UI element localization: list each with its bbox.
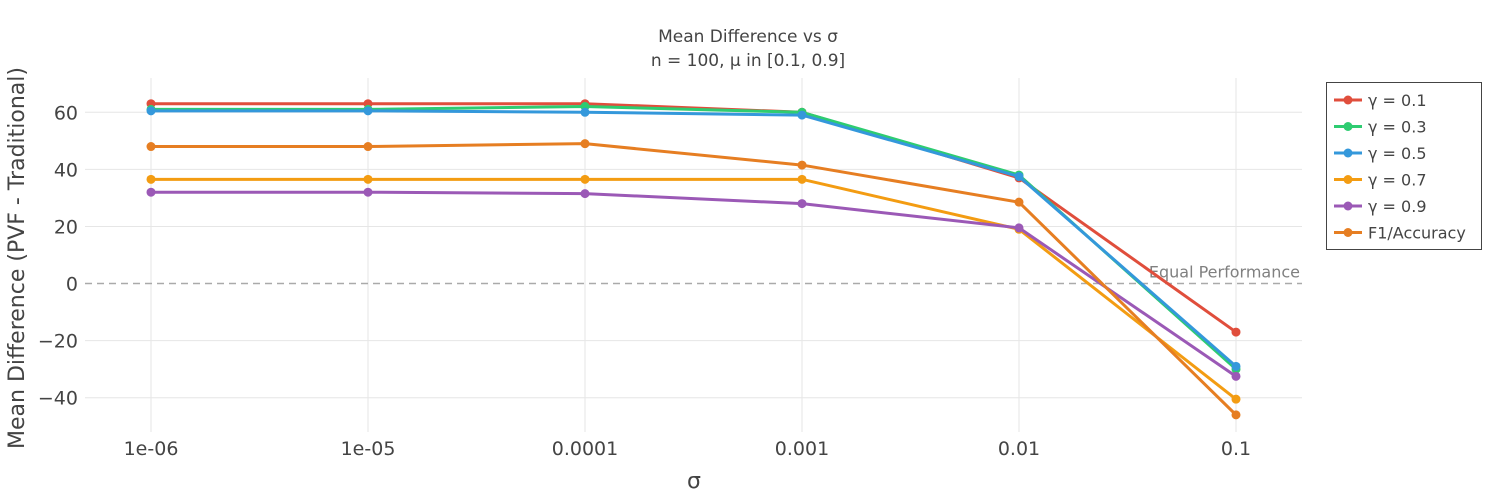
series-line (151, 177, 1237, 401)
y-tick-label: 0 (66, 274, 78, 296)
y-axis-label: Mean Difference (PVF - Traditional) (5, 67, 30, 449)
data-point[interactable] (1231, 394, 1241, 404)
legend-item[interactable]: γ = 0.9 (1334, 197, 1427, 216)
legend-label: F1/Accuracy (1368, 224, 1466, 243)
series-group (146, 99, 1241, 420)
legend-swatch-marker (1343, 228, 1353, 237)
x-tick-label: 0.001 (775, 438, 829, 460)
series-line (151, 190, 1237, 378)
data-point[interactable] (1014, 223, 1024, 233)
data-point[interactable] (146, 106, 156, 116)
reference-line-label: Equal Performance (1149, 263, 1300, 282)
legend-swatch-marker (1343, 122, 1353, 131)
data-point[interactable] (797, 160, 807, 170)
data-point[interactable] (363, 142, 373, 152)
x-axis-label: σ (687, 469, 701, 494)
y-tick-label: 20 (54, 216, 78, 238)
data-point[interactable] (797, 110, 807, 120)
legend-swatch-marker (1343, 201, 1353, 211)
y-tick-label: −20 (38, 331, 78, 353)
data-point[interactable] (580, 189, 590, 199)
series-line (151, 109, 1237, 368)
data-point[interactable] (797, 199, 807, 209)
chart-subtitle: n = 100, μ in [0.1, 0.9] (651, 51, 845, 71)
legend-item[interactable]: F1/Accuracy (1334, 224, 1466, 243)
legend-label: γ = 0.9 (1368, 197, 1427, 216)
legend-item[interactable]: γ = 0.3 (1334, 118, 1427, 137)
series-line (151, 142, 1238, 416)
x-tick-label: 0.01 (998, 438, 1040, 460)
y-axis-ticks: 60 40 20 0 −20 −40 (38, 102, 78, 409)
data-point[interactable] (1231, 361, 1241, 371)
data-point[interactable] (1014, 197, 1024, 207)
x-tick-label: 1e-05 (341, 438, 396, 460)
data-point[interactable] (1014, 171, 1024, 181)
data-point[interactable] (1231, 371, 1241, 381)
legend-item[interactable]: γ = 0.5 (1334, 144, 1427, 163)
x-tick-label: 1e-06 (124, 438, 179, 460)
legend-label: γ = 0.3 (1368, 118, 1427, 137)
series-2 (146, 106, 1241, 371)
data-point[interactable] (1231, 327, 1241, 337)
data-point[interactable] (363, 187, 373, 197)
legend-label: γ = 0.1 (1368, 91, 1427, 110)
y-tick-label: 60 (54, 102, 78, 124)
data-point[interactable] (363, 106, 373, 116)
series-line (151, 102, 1237, 334)
legend-swatch-marker (1343, 95, 1353, 105)
data-point[interactable] (580, 107, 590, 117)
y-tick-label: 40 (54, 159, 78, 181)
data-point[interactable] (580, 139, 590, 149)
data-point[interactable] (146, 174, 156, 184)
data-point[interactable] (797, 174, 807, 184)
data-point[interactable] (146, 142, 156, 152)
series-4 (146, 187, 1241, 381)
series-5 (146, 139, 1241, 420)
legend[interactable]: γ = 0.1 γ = 0.3 γ = 0.5 γ = 0.7 γ = 0.9 F1/Ac… (1326, 82, 1482, 250)
data-point[interactable] (580, 174, 590, 184)
legend-swatch-marker (1343, 175, 1353, 184)
legend-item[interactable]: γ = 0.7 (1334, 171, 1427, 190)
data-point[interactable] (146, 187, 156, 197)
legend-box (1326, 82, 1482, 250)
y-tick-label: −40 (38, 388, 78, 410)
legend-item[interactable]: γ = 0.1 (1334, 91, 1427, 110)
series-1 (146, 102, 1241, 374)
data-point[interactable] (363, 174, 373, 184)
chart-title: Mean Difference vs σ (658, 27, 838, 47)
series-3 (146, 174, 1241, 404)
x-tick-label: 0.1 (1221, 438, 1251, 460)
legend-swatch-marker (1343, 148, 1353, 158)
series-0 (146, 99, 1241, 337)
x-axis-ticks: 1e-06 1e-05 0.0001 0.001 0.01 0.1 (124, 438, 1252, 460)
grid (85, 78, 1302, 432)
x-tick-label: 0.0001 (552, 438, 618, 460)
legend-label: γ = 0.5 (1368, 144, 1427, 163)
legend-label: γ = 0.7 (1368, 171, 1427, 190)
data-point[interactable] (1231, 410, 1241, 420)
